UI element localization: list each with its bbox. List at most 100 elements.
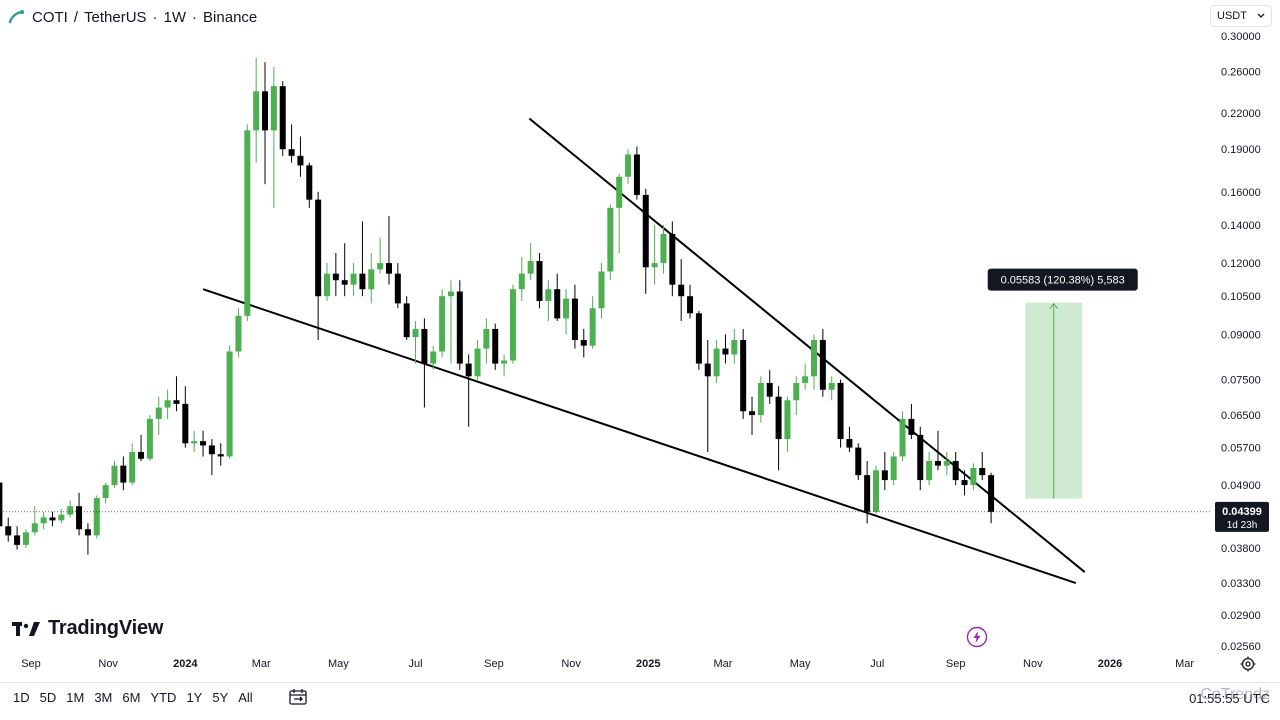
candle (890, 451, 897, 486)
candle (979, 451, 986, 481)
candle (385, 216, 392, 285)
range-button-5d[interactable]: 5D (39, 690, 57, 705)
currency-value: USDT (1217, 10, 1247, 22)
tradingview-branding[interactable]: TradingView (12, 617, 163, 640)
candle (447, 280, 454, 364)
tradingview-logo-text: TradingView (48, 617, 164, 639)
symbol-separator: / (73, 8, 79, 26)
candle-body (509, 289, 516, 361)
candle-body (253, 91, 260, 131)
candle (704, 339, 711, 452)
price-tick-label: 0.02900 (1221, 610, 1261, 622)
price-tick-label: 0.14000 (1221, 220, 1261, 232)
candle-body (713, 348, 720, 377)
candle (182, 386, 189, 448)
candle-body (687, 296, 694, 314)
candle-body (191, 441, 198, 444)
candle-body (182, 403, 189, 444)
candle (598, 263, 605, 319)
measure-layer: 0.05583 (120.38%) 5,583 (987, 268, 1138, 499)
candle-body (439, 296, 446, 352)
candle (40, 511, 47, 530)
candle (633, 146, 640, 200)
candle (49, 511, 56, 527)
time-tick-label: Mar (713, 658, 732, 670)
candle (31, 506, 38, 536)
candle (563, 289, 570, 335)
candle (695, 310, 702, 370)
candle (465, 354, 472, 427)
candle-body (899, 418, 906, 457)
candle-body (881, 470, 888, 481)
range-button-5y[interactable]: 5Y (212, 690, 229, 705)
candle (474, 339, 481, 380)
candle (138, 434, 145, 462)
last-price-badge (1215, 501, 1269, 532)
candle-body (766, 382, 773, 397)
candle (244, 124, 251, 322)
candle (509, 284, 516, 364)
candle-body (828, 382, 835, 390)
candle (155, 396, 162, 435)
candle-body (926, 461, 933, 481)
time-tick-label: Jul (870, 658, 884, 670)
symbol-name[interactable]: COTI (32, 8, 68, 26)
interval-label[interactable]: 1W (163, 8, 187, 26)
candle (377, 237, 384, 274)
candle-body (76, 506, 83, 530)
candle-body (474, 348, 481, 377)
candle (403, 296, 410, 340)
gear-icon[interactable] (1240, 656, 1256, 672)
candle (226, 345, 233, 459)
candle (828, 376, 835, 401)
price-axis: 0.30000 0.26000 0.22000 0.19000 0.16000 0.140… (1221, 31, 1261, 653)
candle-body (5, 526, 12, 536)
candle (76, 492, 83, 536)
candle-body (14, 535, 21, 545)
candle-body (872, 470, 879, 512)
candle (120, 456, 127, 491)
candle (793, 376, 800, 416)
candle-body (837, 382, 844, 440)
candle-body (633, 154, 640, 195)
candle-body (864, 475, 871, 512)
price-chart[interactable]: 0.05583 (120.38%) 5,583 0.300000.260000.… (0, 0, 1280, 682)
candle (961, 470, 968, 496)
candle (740, 328, 747, 419)
trendlines-layer (202, 117, 1086, 585)
range-button-all[interactable]: All (238, 690, 253, 705)
time-axis: Sep Nov 2024 Mar May Jul Sep Nov 2025 Mar May Jul Se… (21, 658, 1194, 670)
utc-clock[interactable]: 01:55:55 UTC (1189, 691, 1270, 706)
range-button-6m[interactable]: 6M (122, 690, 141, 705)
candle (253, 57, 260, 163)
candle (164, 389, 171, 419)
candle (430, 345, 437, 370)
candle (775, 386, 782, 471)
trendline-lower (202, 288, 1077, 585)
candle (270, 66, 277, 208)
candle-body (235, 315, 242, 352)
candle-body (288, 149, 295, 156)
candle-body (811, 339, 818, 377)
range-button-1y[interactable]: 1Y (186, 690, 203, 705)
candle (571, 284, 578, 349)
candle (146, 415, 153, 462)
candle-body (270, 86, 277, 131)
lightning-icon[interactable] (966, 626, 988, 648)
currency-select[interactable]: USDT (1210, 5, 1272, 27)
price-tick-label: 0.05700 (1221, 443, 1261, 455)
range-button-3m[interactable]: 3M (94, 690, 113, 705)
candle (129, 443, 136, 486)
candle (589, 296, 596, 349)
candle (607, 204, 614, 281)
candle-body (93, 498, 100, 536)
candle (518, 256, 525, 301)
range-button-1d[interactable]: 1D (13, 690, 30, 705)
candle-body (952, 461, 959, 481)
range-button-1m[interactable]: 1M (66, 690, 85, 705)
range-button-ytd[interactable]: YTD (150, 690, 177, 705)
calendar-range-icon[interactable] (288, 688, 308, 706)
measure-label: 0.05583 (120.38%) 5,583 (1001, 275, 1125, 287)
candle (421, 318, 428, 408)
time-tick-label: Nov (561, 658, 581, 670)
